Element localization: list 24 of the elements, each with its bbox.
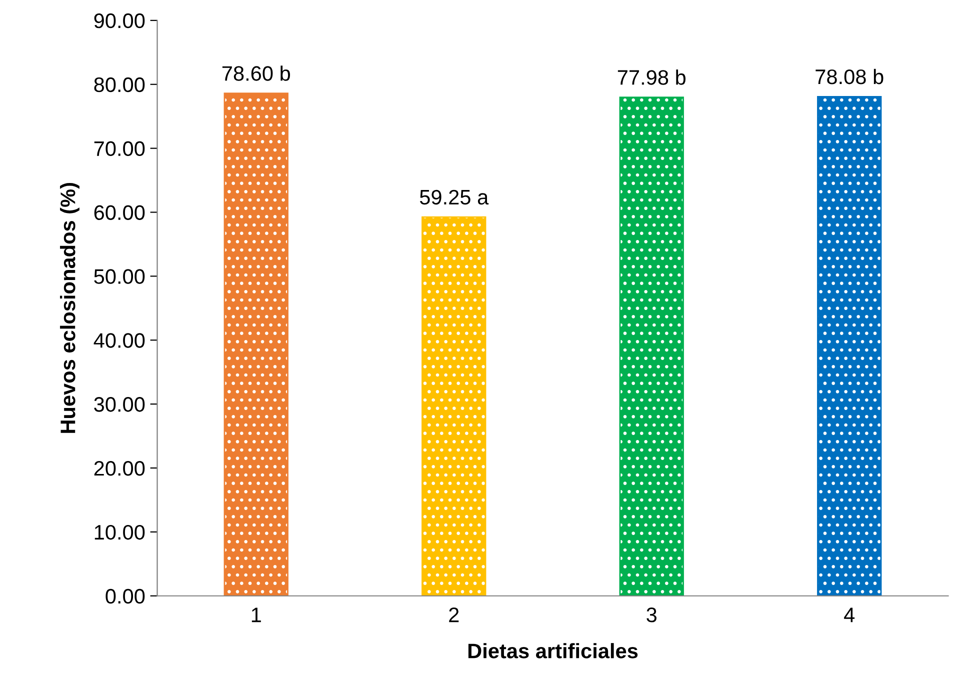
- data-label: 78.08 b: [816, 68, 884, 84]
- y-tick-label: 0.00: [106, 588, 145, 604]
- bar: [422, 216, 486, 596]
- y-tick-label: 30.00: [94, 397, 145, 412]
- data-label: 77.98 b: [618, 70, 686, 85]
- y-tick-label: 90.00: [94, 13, 145, 28]
- bar: [224, 92, 288, 596]
- x-tick-label: 4: [844, 608, 855, 622]
- x-tick-label: 2: [449, 608, 459, 622]
- x-axis-title: Dietas artificiales: [468, 643, 638, 658]
- bar: [817, 96, 882, 596]
- y-tick-label: 10.00: [94, 524, 145, 540]
- y-tick-label: 60.00: [94, 205, 145, 220]
- x-tick-label: 3: [646, 608, 656, 622]
- data-label: 78.60 b: [222, 66, 290, 81]
- x-tick-label: 1: [252, 608, 261, 622]
- data-label: 59.25 a: [420, 190, 489, 205]
- y-tick-label: 70.00: [94, 141, 145, 156]
- y-tick-label: 20.00: [94, 461, 145, 476]
- y-tick-label: 80.00: [94, 77, 145, 92]
- y-axis-title: Huevos eclosionados (%): [60, 182, 80, 433]
- bar: [619, 96, 684, 596]
- y-tick-label: 40.00: [94, 333, 145, 348]
- y-tick-label: 50.00: [94, 269, 145, 284]
